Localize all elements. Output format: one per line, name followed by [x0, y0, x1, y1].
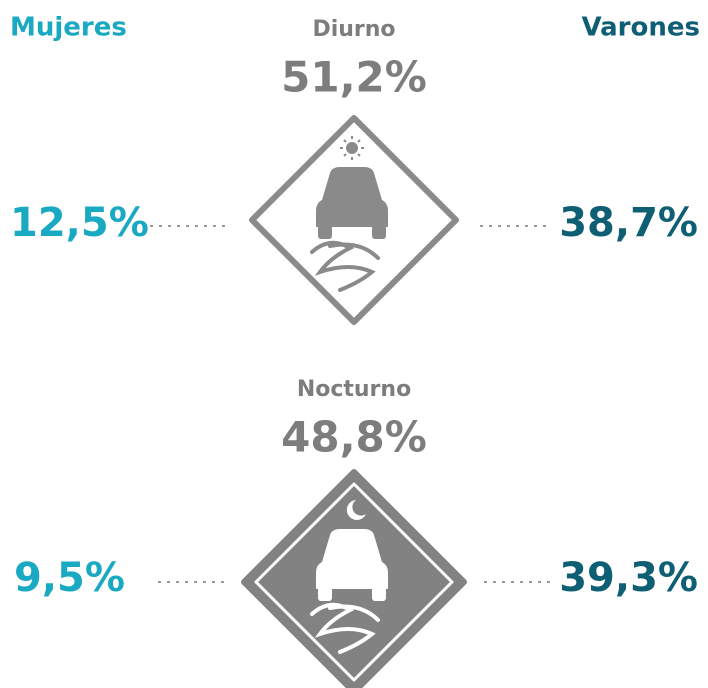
night-sign: [241, 469, 467, 688]
panel-total: 51,2%: [281, 53, 427, 102]
panel-total: 48,8%: [281, 413, 427, 462]
legend-right: Varones: [581, 13, 700, 43]
day-sign: [249, 115, 459, 325]
varones-value: 38,7%: [559, 200, 698, 246]
panel-label: Nocturno: [297, 377, 411, 402]
varones-value: 39,3%: [559, 555, 698, 601]
panel-label: Diurno: [312, 17, 395, 42]
mujeres-value: 12,5%: [10, 200, 149, 246]
legend-left: Mujeres: [10, 13, 127, 43]
mujeres-value: 9,5%: [14, 555, 125, 601]
